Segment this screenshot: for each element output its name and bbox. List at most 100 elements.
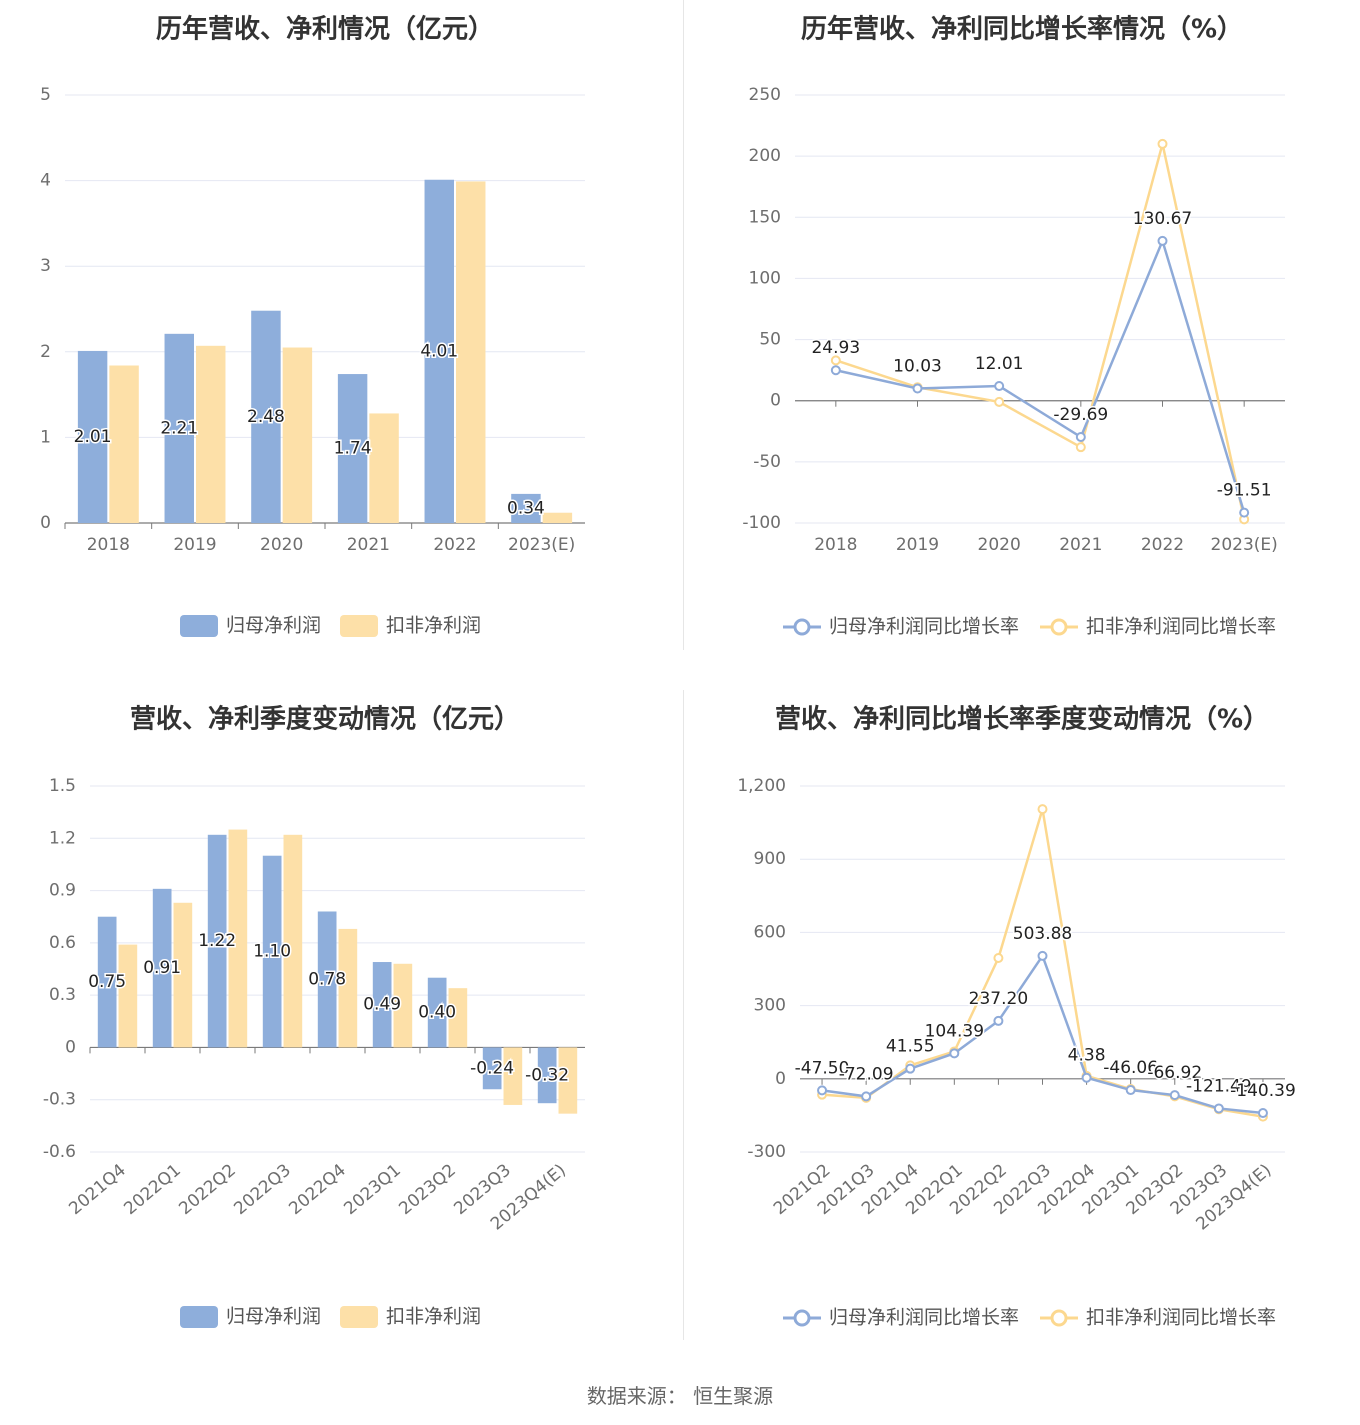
data-label: 130.67 [1133,209,1192,229]
data-label: 0.78 [308,969,346,989]
data-point [1169,1090,1180,1101]
data-point [1075,432,1086,443]
bar-deducted-profit [542,512,573,523]
bar-net-profit [207,834,227,1048]
bar-deducted-profit [173,902,193,1048]
bar-net-profit [262,855,282,1048]
quarterly-profit-chart: 营收、净利季度变动情况（亿元） -0.6 -0.3 0 0.3 0.6 0.9 1.2 1.5 2… [0,690,680,1370]
data-label: 2.21 [160,418,198,438]
data-source: 数据来源： 恒生聚源 [586,1384,774,1408]
y-tick-label: 1.5 [49,776,76,796]
data-point [1037,804,1048,815]
data-point [830,365,841,376]
y-tick-label: 2 [40,342,51,362]
data-point [993,1015,1004,1026]
x-tick-label: 2022Q4 [285,1160,350,1219]
legend-marker [1050,1309,1068,1327]
quarterly-growth-chart: 营收、净利同比增长率季度变动情况（%） -300 0 300 600 900 1,200 20… [680,690,1360,1370]
y-tick-label: 0 [40,513,51,533]
bar-deducted-profit [393,963,413,1048]
chart-title: 历年营收、净利同比增长率情况（%） [801,14,1243,45]
annual-growth-chart-svg: 历年营收、净利同比增长率情况（%） -100 -50 0 50 100 150 200 250 2… [742,14,1285,638]
data-point [912,383,923,394]
data-label: 12.01 [975,354,1024,374]
y-tick-label: 0.3 [49,985,76,1005]
data-point [1081,1072,1092,1083]
x-tick-label: 2022 [433,535,476,555]
data-point [993,953,1004,964]
data-point [1257,1108,1268,1119]
bar-net-profit [317,911,337,1048]
y-tick-label: 0 [770,391,781,411]
data-label: 4.01 [420,341,458,361]
y-tick-label: -0.3 [43,1090,76,1110]
bar-deducted-profit [369,413,399,523]
data-point [1037,950,1048,961]
divider-top [683,0,684,650]
data-point [861,1091,872,1102]
quarterly-profit-chart-svg: 营收、净利季度变动情况（亿元） -0.6 -0.3 0 0.3 0.6 0.9 1.2 1.5 2… [43,704,585,1328]
legend-label: 扣非净利润 [386,1306,481,1328]
bar-net-profit [97,916,117,1048]
x-tick-label: 2019 [896,535,939,555]
bar-net-profit [372,962,392,1048]
x-tick-label: 2023(E) [508,535,575,555]
legend-label: 归母净利润 [226,615,321,637]
y-tick-label: 5 [40,85,51,105]
data-label: -46.06 [1103,1058,1158,1078]
y-tick-label: 100 [749,268,781,288]
x-tick-label: 2023(E) [1211,535,1278,555]
data-point [1157,235,1168,246]
data-point [1075,442,1086,453]
bar-deducted-profit [558,1047,578,1114]
bar-deducted-profit [109,365,139,523]
bar-deducted-profit [228,829,248,1048]
data-label: 41.55 [886,1037,935,1057]
bar-net-profit [537,1047,557,1104]
bar-deducted-profit [338,928,358,1048]
x-tick-label: 2022 [1141,535,1184,555]
data-point [949,1048,960,1059]
data-point [994,396,1005,407]
x-tick-label: 2020 [978,535,1021,555]
data-label: -91.51 [1217,481,1272,501]
data-label: 1.22 [198,931,236,951]
y-tick-label: 250 [749,85,781,105]
data-label: 0.91 [143,958,181,978]
legend-label: 扣非净利润同比增长率 [1086,1307,1276,1329]
data-label: -47.50 [795,1058,850,1078]
data-point [1213,1103,1224,1114]
x-tick-label: 2023Q1 [340,1160,405,1219]
bar-net-profit [152,888,172,1048]
legend-marker [793,618,811,636]
data-label: 1.10 [253,942,291,962]
data-label: 237.20 [969,989,1028,1009]
annual-profit-chart-svg: 历年营收、净利情况（亿元） 0 1 2 3 4 5 2018 2019 2020 2021 2022 2… [40,14,585,637]
data-label: -121.49 [1186,1076,1252,1096]
x-tick-label: 2019 [173,535,216,555]
quarterly-growth-chart-svg: 营收、净利同比增长率季度变动情况（%）-30003006009001,20020… [737,704,1297,1329]
data-label: -140.39 [1230,1081,1296,1101]
bar-deducted-profit [456,181,486,523]
legend-swatch [340,1306,378,1328]
data-label: 503.88 [1013,924,1072,944]
legend-label: 归母净利润同比增长率 [829,616,1019,638]
bar-deducted-profit [282,347,313,523]
data-label: 2.48 [247,407,285,427]
legend-swatch [180,1306,218,1328]
data-label: -0.24 [470,1058,514,1078]
bar-deducted-profit [448,988,468,1048]
bar-net-profit [427,977,447,1048]
data-point [1239,507,1250,518]
data-label: 10.03 [893,356,942,376]
y-tick-label: 300 [754,996,786,1016]
bar-deducted-profit [283,834,303,1048]
y-tick-label: -300 [747,1142,786,1162]
chart-title: 营收、净利季度变动情况（亿元） [130,704,520,735]
y-tick-label: 0.9 [49,881,76,901]
annual-profit-chart: 历年营收、净利情况（亿元） 0 1 2 3 4 5 2018 2019 2020 2021 2022 2… [0,0,680,680]
legend-swatch [340,615,378,637]
y-tick-label: 150 [749,207,781,227]
y-tick-label: 900 [754,849,786,869]
data-label: 0.40 [418,1003,456,1023]
